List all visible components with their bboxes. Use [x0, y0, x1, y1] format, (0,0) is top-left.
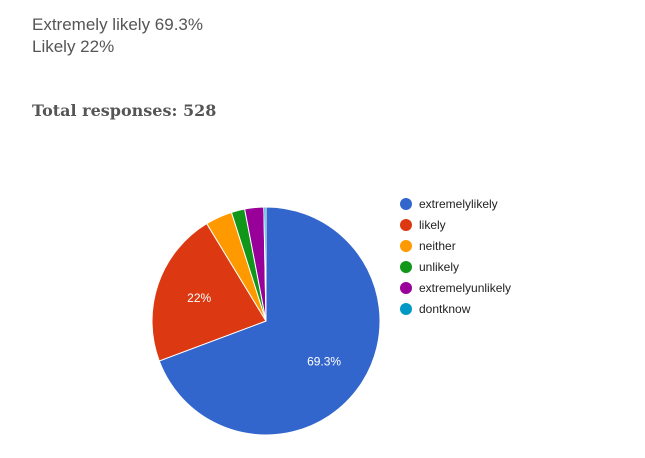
pie-slice-dontknow — [263, 206, 267, 322]
legend-item-extremelylikely: extremelylikely — [400, 193, 511, 214]
legend-label: extremelylikely — [419, 196, 498, 211]
legend-marker — [400, 218, 412, 231]
legend-marker — [400, 260, 412, 273]
legend-marker — [400, 197, 412, 210]
legend-label: likely — [419, 217, 446, 232]
legend-marker — [400, 239, 412, 252]
pie-slice-likely — [151, 222, 267, 362]
legend-item-dontknow: dontknow — [400, 298, 511, 319]
legend-label: extremelyunlikely — [419, 280, 512, 295]
summary-block: Extremely likely 69.3% Likely 22% — [32, 14, 203, 58]
chart-legend: extremelylikely likely neither unlikely extr… — [400, 193, 511, 319]
legend-label: dontknow — [419, 301, 471, 316]
slice-label-extremelylikely: 69.3% — [307, 354, 341, 368]
legend-item-unlikely: unlikely — [400, 256, 511, 277]
legend-item-likely: likely — [400, 214, 511, 235]
legend-item-neither: neither — [400, 235, 511, 256]
total-responses: Total responses: 528 — [32, 101, 216, 120]
legend-marker — [400, 302, 412, 315]
summary-likely: Likely 22% — [32, 37, 115, 56]
legend-label: unlikely — [419, 259, 460, 274]
legend-item-extremelyunlikely: extremelyunlikely — [400, 277, 511, 298]
summary-extremely-likely: Extremely likely 69.3% — [32, 15, 204, 34]
pie-slice-extremelylikely — [158, 206, 381, 436]
legend-marker — [400, 281, 412, 294]
total-responses-label: Total responses: — [32, 101, 178, 120]
legend-label: neither — [419, 238, 456, 253]
total-responses-value: 528 — [182, 101, 217, 120]
slice-label-likely: 22% — [187, 291, 211, 305]
